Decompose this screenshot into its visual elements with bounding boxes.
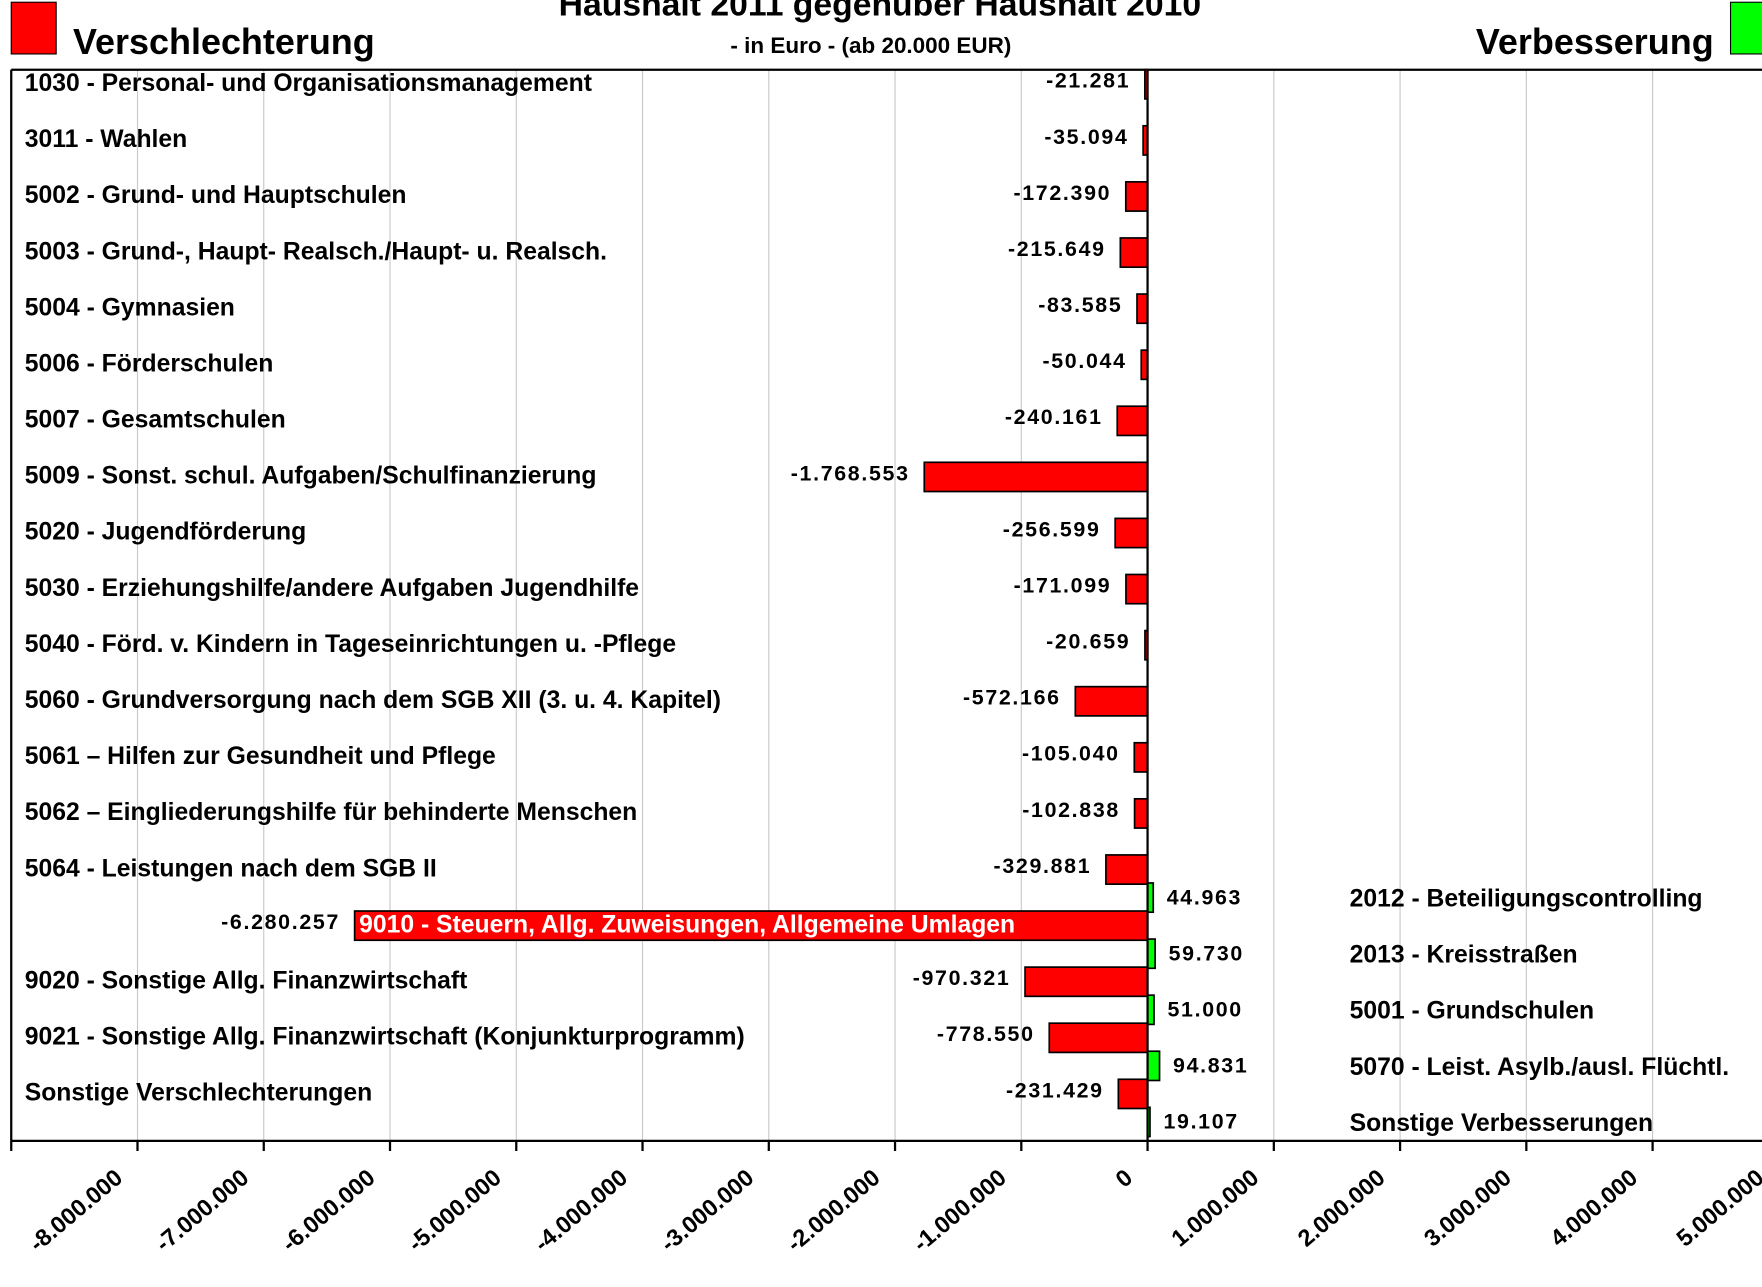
value-label: -256.599 xyxy=(1003,517,1101,541)
category-label: 5061 – Hilfen zur Gesundheit und Pflege xyxy=(25,743,496,770)
value-label: -572.166 xyxy=(963,686,1061,710)
value-label: -231.429 xyxy=(1006,1078,1104,1102)
value-label: -171.099 xyxy=(1014,573,1112,597)
bar xyxy=(1136,293,1149,325)
bar xyxy=(1146,1050,1161,1082)
x-tick-label: -2.000.000 xyxy=(782,1165,885,1257)
category-label: 5006 - Förderschulen xyxy=(25,350,274,377)
value-label: -329.881 xyxy=(994,854,1092,878)
category-label: 5004 - Gymnasien xyxy=(25,294,235,321)
bar xyxy=(1048,1022,1149,1054)
x-tick-label: -8.000.000 xyxy=(25,1165,128,1257)
x-tick-label: -6.000.000 xyxy=(277,1165,380,1257)
category-label: 5020 - Jugendförderung xyxy=(25,519,307,546)
value-label: 59.730 xyxy=(1169,941,1244,965)
value-label: 44.963 xyxy=(1167,885,1242,909)
x-tick-label: 1.000.000 xyxy=(1167,1165,1264,1252)
value-label: 19.107 xyxy=(1163,1110,1238,1134)
bar xyxy=(1074,685,1149,717)
value-label: -20.659 xyxy=(1046,630,1130,654)
x-tick-label: -7.000.000 xyxy=(151,1165,254,1257)
x-tick-label: 4.000.000 xyxy=(1546,1165,1643,1252)
value-label: -778.550 xyxy=(937,1022,1035,1046)
category-label: 1030 - Personal- und Organisationsmanage… xyxy=(25,70,592,97)
category-label: 5009 - Sonst. schul. Aufgaben/Schulfinan… xyxy=(25,463,597,490)
x-tick-label: 2.000.000 xyxy=(1293,1165,1390,1252)
bar xyxy=(1146,938,1156,970)
bar xyxy=(1105,854,1149,885)
category-label: 5062 – Eingliederungshilfe für behindert… xyxy=(25,799,638,826)
category-label: 5040 - Förd. v. Kindern in Tageseinricht… xyxy=(25,631,676,658)
value-label: -172.390 xyxy=(1013,181,1111,205)
legend-swatch xyxy=(1729,1,1762,55)
x-tick-label: -4.000.000 xyxy=(530,1165,633,1257)
bar xyxy=(1116,405,1149,437)
chart-title: Haushalt 2011 gegenüber Haushalt 2010 xyxy=(559,0,1201,24)
bar xyxy=(1133,741,1149,773)
legend-label: Verschlechterung xyxy=(73,21,375,62)
bar xyxy=(353,910,1149,942)
value-label: -6.280.257 xyxy=(221,910,340,934)
x-tick-label: -3.000.000 xyxy=(656,1165,759,1257)
value-label: -105.040 xyxy=(1022,742,1120,766)
category-label: 9021 - Sonstige Allg. Finanzwirtschaft (… xyxy=(25,1024,745,1051)
category-label: 5060 - Grundversorgung nach dem SGB XII … xyxy=(25,687,721,714)
value-label: -50.044 xyxy=(1042,349,1126,373)
value-label: 51.000 xyxy=(1167,998,1242,1022)
bar xyxy=(923,461,1149,493)
value-label: -215.649 xyxy=(1008,237,1106,261)
bar xyxy=(1124,181,1149,212)
x-tick-label: 3.000.000 xyxy=(1420,1165,1517,1252)
category-label: 5064 - Leistungen nach dem SGB II xyxy=(25,855,437,882)
value-label: -970.321 xyxy=(913,966,1011,990)
category-label: 2013 - Kreisstraßen xyxy=(1350,942,1578,969)
legend-swatch xyxy=(10,1,57,55)
category-label: 5002 - Grund- und Hauptschulen xyxy=(25,182,407,209)
x-tick-label: -9.000.000 xyxy=(0,1165,2,1257)
x-tick-label: 5.000.000 xyxy=(1672,1165,1762,1252)
value-label: -35.094 xyxy=(1044,125,1128,149)
bar xyxy=(1133,797,1149,829)
category-label: 3011 - Wahlen xyxy=(25,126,188,153)
chart-subtitle: - in Euro - (ab 20.000 EUR) xyxy=(730,33,1011,58)
bar xyxy=(1024,966,1149,998)
value-label: -102.838 xyxy=(1022,798,1120,822)
x-tick-label: 0 xyxy=(1111,1165,1138,1193)
category-label: Sonstige Verbesserungen xyxy=(1350,1110,1654,1137)
value-label: -1.768.553 xyxy=(791,461,910,485)
value-label: -240.161 xyxy=(1005,405,1103,429)
category-label: 5003 - Grund-, Haupt- Realsch./Haupt- u.… xyxy=(25,238,607,265)
value-label: -21.281 xyxy=(1046,69,1130,93)
value-label: -83.585 xyxy=(1038,293,1122,317)
legend-label: Verbesserung xyxy=(1476,21,1714,62)
x-tick-label: -5.000.000 xyxy=(404,1165,507,1257)
category-label: 9010 - Steuern, Allg. Zuweisungen, Allge… xyxy=(359,911,1015,938)
category-label: 5007 - Gesamtschulen xyxy=(25,407,286,434)
bar xyxy=(1119,237,1149,269)
category-label: 9020 - Sonstige Allg. Finanzwirtschaft xyxy=(25,967,468,994)
bar xyxy=(1114,517,1149,549)
value-label: 94.831 xyxy=(1173,1054,1248,1078)
x-tick-label: -1.000.000 xyxy=(909,1165,1012,1257)
category-label: Sonstige Verschlechterungen xyxy=(25,1080,373,1107)
bar xyxy=(1117,1078,1149,1110)
category-label: 5030 - Erziehungshilfe/andere Aufgaben J… xyxy=(25,575,639,602)
category-label: 5001 - Grundschulen xyxy=(1350,998,1594,1025)
category-label: 2012 - Beteiligungscontrolling xyxy=(1350,886,1703,913)
category-label: 5070 - Leist. Asylb./ausl. Flüchtl. xyxy=(1350,1054,1730,1081)
bar xyxy=(1125,573,1149,605)
